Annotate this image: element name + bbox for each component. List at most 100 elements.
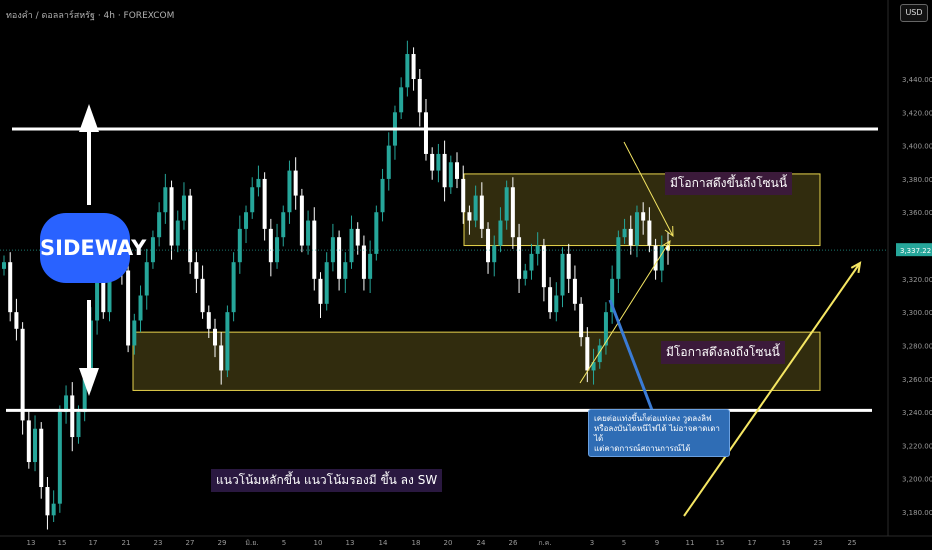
x-tick-label: 24 [477, 539, 486, 547]
candle-body [318, 278, 323, 304]
candle-body [560, 253, 565, 296]
candle-body [486, 228, 491, 263]
candle-body [262, 178, 267, 229]
candle-body [628, 228, 633, 246]
candle-body [8, 262, 13, 313]
candle-body [281, 212, 286, 238]
candle-body [107, 262, 112, 313]
trend-label: แนวโน้มหลักขึ้น แนวโน้มรองมี ขึ้น ลง SW [211, 469, 443, 492]
candle-body [212, 328, 217, 346]
candle-body [492, 245, 497, 263]
candle-body [653, 245, 658, 271]
x-tick-label: ก.ค. [538, 539, 551, 547]
yellow-arrow-up-short-line [579, 240, 671, 384]
candle-body [219, 345, 224, 371]
y-tick-label: 3,280.00 [902, 342, 932, 350]
candle-body [517, 237, 522, 279]
note-line: เคยต่อแท่งขึ้นก็ต่อแท่งลง วูดลงลิฟ [594, 414, 712, 423]
candle-body [566, 253, 571, 279]
candle-body [498, 220, 503, 246]
candle-body [169, 187, 174, 246]
candle-body [275, 237, 280, 263]
yellow-arrow-long-head [850, 261, 862, 274]
candle-body [299, 195, 304, 246]
candle-body [597, 345, 602, 363]
candle-body [231, 262, 236, 313]
x-tick-label: 15 [58, 539, 67, 547]
up-arrow-head [79, 104, 99, 132]
candle-body [647, 220, 652, 246]
yellow-arrow-up-short-head [661, 240, 671, 251]
candle-body [355, 228, 360, 246]
candle-body [206, 312, 211, 329]
candle-body [150, 237, 155, 263]
candle-body [70, 395, 75, 438]
candle-body [374, 212, 379, 254]
y-tick-label: 3,360.00 [902, 209, 932, 217]
x-tick-label: 5 [622, 539, 626, 547]
candle-body [2, 262, 6, 269]
candle-body [194, 262, 199, 279]
candle-body [579, 303, 584, 338]
candle-body [200, 278, 205, 313]
candle-body [337, 237, 342, 279]
candle-body [26, 420, 31, 463]
candle-body [76, 412, 81, 438]
candle-body [529, 253, 534, 271]
y-tick-label: 3,180.00 [902, 509, 932, 517]
candle-body [417, 79, 422, 113]
candle-body [250, 187, 255, 213]
x-tick-label: 23 [814, 539, 823, 547]
currency-button[interactable]: USD [900, 4, 928, 22]
candle-body [541, 245, 546, 288]
x-tick-label: 3 [590, 539, 594, 547]
candle-body [268, 228, 273, 263]
yellow-arrow-down-short-head [664, 225, 674, 238]
candle-body [548, 287, 553, 313]
candle-body [405, 54, 410, 88]
candle-body [39, 428, 44, 488]
candle-body [622, 228, 627, 238]
x-tick-label: 19 [782, 539, 791, 547]
y-tick-label: 3,220.00 [902, 442, 932, 450]
candle-body [237, 228, 242, 263]
x-tick-label: 9 [655, 539, 659, 547]
candle-body [144, 262, 149, 296]
candle-body [287, 170, 292, 213]
x-tick-label: 17 [748, 539, 757, 547]
candle-body [554, 295, 559, 313]
candle-body [64, 395, 69, 413]
candle-body [312, 220, 317, 279]
candle-body [132, 320, 137, 346]
note-box: เคยต่อแท่งขึ้นก็ต่อแท่งลง วูดลงลิฟ หรือล… [588, 409, 730, 457]
candle-body [523, 270, 528, 279]
candle-body [181, 195, 186, 221]
candle-body [423, 112, 428, 154]
x-tick-label: 10 [314, 539, 323, 547]
x-tick-label: มิ.ย. [245, 539, 258, 547]
candle-body [386, 145, 391, 179]
candle-body [634, 212, 639, 246]
candle-body [461, 178, 466, 213]
x-tick-label: 20 [444, 539, 453, 547]
candle-body [572, 278, 577, 304]
x-tick-label: 26 [509, 539, 518, 547]
candle-body [293, 170, 298, 196]
candle-body [95, 278, 100, 321]
candle-body [430, 153, 435, 171]
candle-body [641, 212, 646, 221]
candle-body [20, 328, 25, 421]
candle-body [138, 295, 143, 321]
candle-body [610, 278, 615, 313]
yellow-arrow-long-line [683, 262, 861, 517]
x-tick-label: 5 [282, 539, 286, 547]
y-tick-label: 3,200.00 [902, 476, 932, 484]
candle-body [82, 378, 87, 413]
candle-body [244, 212, 249, 229]
y-tick-label: 3,240.00 [902, 409, 932, 417]
candle-body [306, 220, 311, 246]
y-tick-label: 3,260.00 [902, 376, 932, 384]
candle-body [225, 312, 230, 371]
